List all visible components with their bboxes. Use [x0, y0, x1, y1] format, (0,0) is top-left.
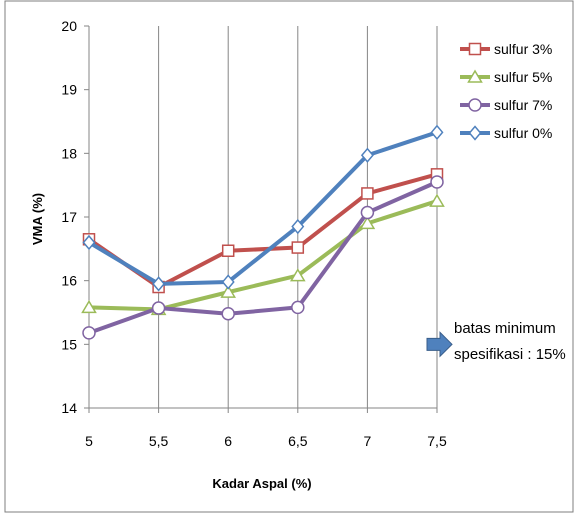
- x-tick-label: 7,5: [427, 433, 447, 449]
- data-point: [152, 276, 166, 292]
- data-point: [81, 299, 97, 314]
- y-tick-label: 18: [61, 145, 77, 161]
- right-arrow-icon: [426, 331, 453, 358]
- series-2: [82, 175, 444, 340]
- series-line: [87, 199, 439, 312]
- chart-border: [4, 0, 574, 513]
- data-point: [220, 284, 237, 298]
- x-tick-label: 6: [224, 433, 232, 449]
- x-tick-label: 5: [85, 433, 93, 449]
- y-tick-label: 16: [61, 273, 77, 289]
- x-tick-label: 7: [364, 433, 372, 449]
- data-point: [291, 300, 305, 315]
- data-point: [291, 241, 305, 254]
- data-point: [361, 187, 374, 200]
- data-point: [430, 124, 444, 140]
- grid-layer: [158, 26, 438, 408]
- data-point: [221, 307, 235, 321]
- x-tick-label: 6,5: [288, 433, 308, 449]
- y-tick-label: 15: [61, 336, 77, 352]
- data-point: [360, 205, 375, 220]
- data-point: [430, 175, 444, 189]
- series-line: [87, 172, 439, 290]
- data-point: [221, 274, 235, 290]
- y-tick-label: 20: [61, 18, 77, 34]
- data-point: [82, 326, 96, 340]
- data-point: [82, 234, 96, 251]
- data-point: [289, 268, 306, 282]
- x-tick-label: 5,5: [149, 433, 169, 449]
- series-3: [82, 124, 444, 292]
- y-axis-title: VMA (%): [30, 193, 45, 245]
- series-0: [82, 168, 444, 294]
- legend-item: sulfur 3%: [460, 41, 552, 57]
- legend-marker: [468, 98, 482, 112]
- legend-item: sulfur 5%: [460, 69, 552, 85]
- data-point: [221, 244, 235, 257]
- series-layer: [81, 124, 445, 340]
- series-line: [87, 130, 439, 286]
- data-point: [360, 147, 374, 163]
- legend-label: sulfur 5%: [494, 69, 552, 85]
- annotation-line-1: batas minimum: [454, 320, 556, 337]
- legend-item: sulfur 0%: [460, 125, 552, 141]
- x-axis-title: Kadar Aspal (%): [212, 476, 311, 491]
- legend-marker: [468, 42, 482, 56]
- y-tick-label: 19: [61, 82, 77, 98]
- annotation-line-2: spesifikasi : 15%: [454, 346, 566, 363]
- legend-label: sulfur 7%: [494, 97, 552, 113]
- data-point: [151, 301, 166, 315]
- data-point: [429, 193, 445, 207]
- y-tick-label: 17: [61, 209, 77, 225]
- data-point: [359, 215, 376, 230]
- legend-marker: [467, 69, 483, 83]
- legend-marker: [468, 125, 482, 141]
- legend: sulfur 3% sulfur 5% sulfur 7% sulfur 0%: [460, 41, 552, 141]
- legend-label: sulfur 0%: [494, 125, 552, 141]
- series-line: [87, 179, 439, 335]
- axis-layer: 14 15 16 17 18 19 20 5 5,5 6 6,5 7 7,5: [61, 18, 447, 449]
- data-point: [291, 218, 305, 235]
- legend-label: sulfur 3%: [494, 41, 552, 57]
- legend-item: sulfur 7%: [460, 97, 552, 113]
- annotation: batas minimum spesifikasi : 15%: [426, 320, 566, 363]
- y-tick-label: 14: [61, 400, 77, 416]
